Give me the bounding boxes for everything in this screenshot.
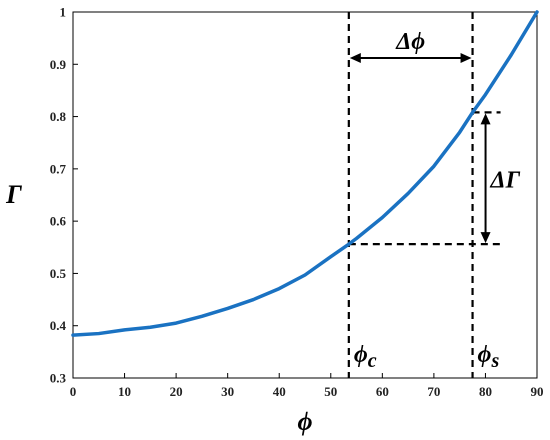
phi-c-label: ϕc xyxy=(354,342,377,372)
y-tick-label: 0.3 xyxy=(50,371,67,386)
y-tick-label: 0.8 xyxy=(50,109,67,124)
x-tick-label: 70 xyxy=(427,384,440,399)
x-tick-label: 30 xyxy=(221,384,234,399)
x-tick-label: 80 xyxy=(479,384,492,399)
data-series-line xyxy=(71,10,539,337)
x-axis-label: ϕ xyxy=(297,407,312,436)
x-tick-label: 20 xyxy=(170,384,183,399)
delta-phi-arrowhead-left xyxy=(349,53,361,63)
x-tick-label: 90 xyxy=(531,384,544,399)
y-tick-label: 0.9 xyxy=(50,57,67,72)
delta-phi-label: Δϕ xyxy=(395,29,425,55)
x-tick-label: 0 xyxy=(70,384,77,399)
plot-frame xyxy=(72,11,538,379)
annotations: Δϕ ΔΓ ϕc ϕs xyxy=(347,12,521,378)
delta-phi-arrowhead-right xyxy=(460,53,472,63)
axis-ticks: 0 10 20 30 40 50 60 70 80 90 0.3 0.4 0.5 0.6 0.7 0.8 0.9… xyxy=(50,5,544,400)
delta-gamma-arrowhead-top xyxy=(480,113,491,125)
delta-gamma-label: ΔΓ xyxy=(490,167,521,193)
y-tick-label: 1 xyxy=(60,5,67,20)
y-tick-label: 0.4 xyxy=(50,318,67,333)
x-tick-label: 10 xyxy=(118,384,131,399)
y-tick-label: 0.5 xyxy=(50,266,67,281)
x-tick-label: 40 xyxy=(273,384,286,399)
delta-gamma-arrowhead-bottom xyxy=(480,232,491,244)
y-axis-label: Γ xyxy=(5,180,22,209)
y-tick-label: 0.6 xyxy=(50,214,67,229)
x-tick-label: 60 xyxy=(376,384,389,399)
x-tick-label: 50 xyxy=(324,384,337,399)
phi-s-label: ϕs xyxy=(478,342,500,372)
y-tick-label: 0.7 xyxy=(50,161,67,176)
